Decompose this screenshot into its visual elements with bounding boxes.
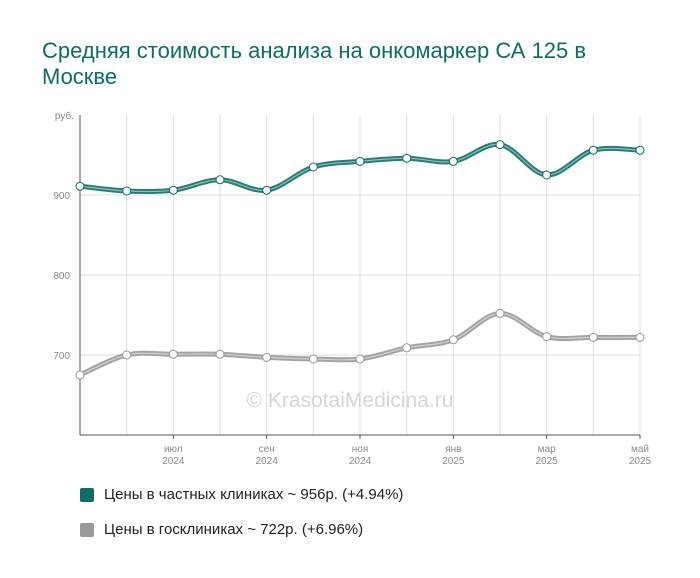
legend-label-private: Цены в частных клиниках ~ 956р. (+4.94%) bbox=[104, 486, 404, 503]
x-tick-month: сен bbox=[259, 444, 275, 455]
x-tick-year: 2025 bbox=[442, 456, 465, 467]
data-point bbox=[308, 162, 318, 172]
watermark: © KrasotaiMedicina.ru bbox=[246, 389, 454, 412]
x-tick-month: май bbox=[631, 444, 649, 455]
data-point bbox=[635, 332, 645, 342]
x-tick-year: 2025 bbox=[629, 456, 652, 467]
axes bbox=[79, 115, 641, 439]
data-point bbox=[542, 170, 552, 180]
data-point bbox=[215, 349, 225, 359]
x-tick-year: 2024 bbox=[349, 456, 372, 467]
data-point bbox=[402, 343, 412, 353]
x-tick-month: июл bbox=[164, 444, 183, 455]
data-point bbox=[495, 140, 505, 150]
series-points bbox=[75, 140, 645, 380]
data-point bbox=[635, 145, 645, 155]
data-point bbox=[122, 186, 132, 196]
data-point bbox=[168, 349, 178, 359]
x-tick-year: 2024 bbox=[162, 456, 185, 467]
data-point bbox=[308, 354, 318, 364]
data-point bbox=[75, 370, 85, 380]
y-tick-label: 800 bbox=[53, 271, 70, 282]
tick-labels: руб.700800900июл2024сен2024ноя2024янв202… bbox=[53, 110, 651, 467]
data-point bbox=[355, 156, 365, 166]
y-axis-unit: руб. bbox=[55, 110, 74, 122]
data-point bbox=[262, 185, 272, 195]
x-tick-month: мар bbox=[538, 444, 556, 455]
data-point bbox=[448, 335, 458, 345]
legend-label-public: Цены в госклиниках ~ 722р. (+6.96%) bbox=[104, 521, 364, 538]
data-point bbox=[122, 350, 132, 360]
data-point bbox=[168, 185, 178, 195]
data-point bbox=[542, 332, 552, 342]
data-point bbox=[588, 332, 598, 342]
legend-item-public[interactable]: Цены в госклиниках ~ 722р. (+6.96%) bbox=[80, 521, 363, 538]
chart-title: Средняя стоимость анализа на онкомаркер … bbox=[42, 38, 587, 89]
data-point bbox=[448, 156, 458, 166]
legend-item-private[interactable]: Цены в частных клиниках ~ 956р. (+4.94%) bbox=[80, 486, 403, 503]
legend-swatch-private bbox=[80, 487, 94, 502]
data-point bbox=[495, 308, 505, 318]
x-tick-month: янв bbox=[445, 444, 461, 455]
x-tick-year: 2024 bbox=[256, 456, 279, 467]
data-point bbox=[402, 153, 412, 163]
data-point bbox=[215, 175, 225, 185]
data-point bbox=[355, 354, 365, 364]
x-tick-month: ноя bbox=[352, 444, 369, 455]
x-tick-year: 2025 bbox=[536, 456, 559, 467]
data-point bbox=[588, 145, 598, 155]
data-point bbox=[262, 352, 272, 362]
data-point bbox=[75, 181, 85, 191]
y-tick-label: 700 bbox=[53, 351, 70, 362]
y-tick-label: 900 bbox=[53, 191, 70, 202]
legend-swatch-public bbox=[80, 522, 94, 537]
